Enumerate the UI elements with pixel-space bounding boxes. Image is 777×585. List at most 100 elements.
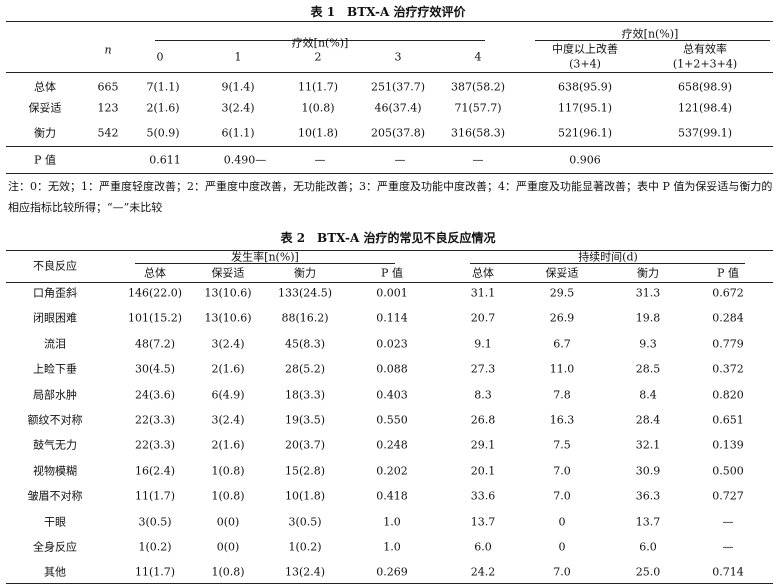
table-cell: 13(2.4) [284,565,326,579]
table-cell: 0.202 [376,464,408,478]
table-cell: 7.0 [553,565,571,579]
table-cell: 19.8 [635,311,661,325]
table-cell: 33.6 [470,489,496,503]
rule-line [470,263,745,264]
table-cell: 19(3.5) [284,413,326,427]
rule-line [6,173,773,174]
row-label: 总体 [34,80,56,94]
table-cell: 0.372 [712,362,744,376]
table-cell: 3(0.5) [138,515,172,529]
table-cell: 0.403 [376,388,408,402]
rule-line [155,40,485,41]
table-cell: 0 [558,515,566,529]
table-cell: 0.284 [712,311,744,325]
table-cell: 1(0.2) [288,540,322,554]
table-cell: 5(0.9) [146,126,180,140]
column-header: 衡力 [294,266,316,280]
column-header: n [104,43,112,57]
table-cell: 387(58.2) [450,80,506,94]
column-header: 1 [234,50,242,64]
table-cell: 26.8 [470,413,496,427]
table-cell: 13(10.6) [204,286,252,300]
group-header: 疗效[n(%)] [621,27,679,41]
table-cell: 22(3.3) [134,438,176,452]
table-cell: 121(98.4) [677,101,733,115]
table-cell: 18(3.3) [284,388,326,402]
table-cell: 8.3 [474,388,492,402]
table-cell: 13(10.6) [204,311,252,325]
table-cell: 3(2.4) [211,413,245,427]
table-cell: 1(0.8) [211,489,245,503]
table-cell: 31.1 [470,286,496,300]
table-cell: 26.9 [549,311,575,325]
table-cell: 28.5 [635,362,661,376]
column-header: 总有效率 [683,42,727,56]
group-header: 疗效[n(%)] [291,36,349,50]
table-cell: 30.9 [635,464,661,478]
table-cell: 638(95.9) [557,80,613,94]
table-cell: 10(1.8) [297,126,339,140]
table-cell: 9.3 [639,337,657,351]
table-cell: 6.7 [553,337,571,351]
table-cell: 27.3 [470,362,496,376]
table-cell: 31.3 [635,286,661,300]
table-cell: 0.418 [376,489,408,503]
table-cell: 117(95.1) [557,101,613,115]
row-label: 保妥适 [28,101,62,115]
table-cell: 7.5 [553,438,571,452]
table-cell: 32.1 [635,438,661,452]
table-cell: 7.0 [553,464,571,478]
row-label: 闭眼困难 [33,311,77,325]
column-header: 中度以上改善 [552,42,618,56]
column-header: 保妥适 [545,266,579,280]
table-cell: — [472,153,484,167]
table-cell: 123 [97,101,119,115]
table-cell: 1(0.8) [211,464,245,478]
table-cell: 11(1.7) [134,489,176,503]
table-cell: 16(2.4) [134,464,176,478]
table-cell: 0 [558,540,566,554]
table-cell: 10(1.8) [284,489,326,503]
table-cell: 665 [97,80,119,94]
table-cell: 205(37.8) [370,126,426,140]
table-cell: 0.611 [149,153,181,167]
table-cell: 101(15.2) [127,311,183,325]
table-title: 表 1 BTX-A 治疗疗效评价 [310,5,466,19]
column-header: 衡力 [637,266,659,280]
table-cell: 251(37.7) [370,80,426,94]
table-cell: 0(0) [216,540,240,554]
column-header: 0 [156,50,164,64]
column-header: 保妥适 [211,266,245,280]
column-header: 不良反应 [33,259,77,273]
table-cell: 7.8 [553,388,571,402]
table-cell: 0.269 [376,565,408,579]
table-cell: — [394,153,406,167]
table-cell: 28(5.2) [284,362,326,376]
table-cell: 316(58.3) [450,126,506,140]
row-label: 全身反应 [33,540,77,554]
table-cell: 0.651 [712,413,744,427]
table-cell: 6.0 [474,540,492,554]
table-cell: 521(96.1) [557,126,613,140]
table-cell: 0.500 [712,464,744,478]
rule-line [6,146,773,147]
table-cell: — [314,153,326,167]
table-cell: — [722,515,734,529]
table-cell: 146(22.0) [127,286,183,300]
table-cell: 24.2 [470,565,496,579]
column-header: (1+2+3+4) [672,57,738,71]
table-cell: 0.490— [223,153,267,167]
table-cell: 0.820 [712,388,744,402]
row-label: 口角歪斜 [33,286,77,300]
table-cell: 1(0.2) [138,540,172,554]
table-cell: 133(24.5) [277,286,333,300]
table-cell: 25.0 [635,565,661,579]
row-label: P 值 [34,153,56,167]
table-cell: 9.1 [474,337,492,351]
column-header: P 值 [717,266,739,280]
rule-line [135,263,395,264]
table-cell: 0.672 [712,286,744,300]
table-cell: 0(0) [216,515,240,529]
column-header: P 值 [381,266,403,280]
rule-line [6,282,773,283]
